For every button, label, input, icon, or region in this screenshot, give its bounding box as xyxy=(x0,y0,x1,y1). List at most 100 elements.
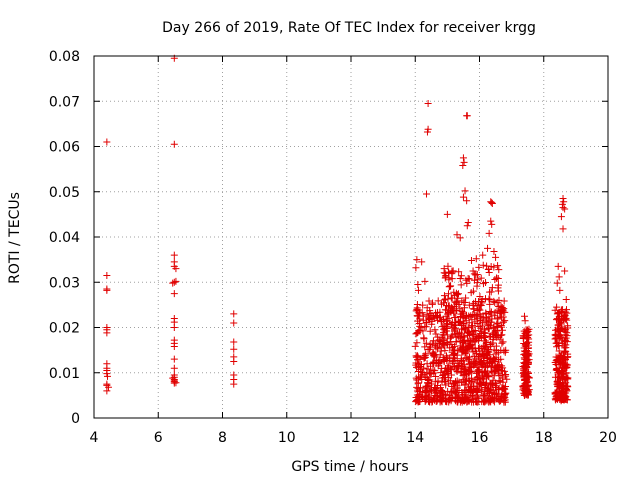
data-point xyxy=(485,269,493,277)
data-point xyxy=(552,393,560,401)
data-point xyxy=(554,371,562,379)
data-point xyxy=(501,308,509,316)
data-point xyxy=(483,262,491,270)
data-point xyxy=(454,393,462,401)
data-point xyxy=(448,331,456,339)
data-point xyxy=(553,279,561,287)
data-point xyxy=(498,385,506,393)
data-point xyxy=(560,385,568,393)
data-point xyxy=(469,348,477,356)
data-point xyxy=(497,392,505,400)
data-point xyxy=(458,344,466,352)
axis-ticks: 4 6 8 10 12 14 16 18 20 0 0.01 0.02 0.03 0.04 0.05 0.06… xyxy=(49,49,617,446)
data-point xyxy=(493,382,501,390)
data-point xyxy=(461,187,469,195)
data-point xyxy=(522,343,530,351)
data-point xyxy=(429,313,437,321)
data-point xyxy=(434,297,442,305)
data-point xyxy=(559,354,567,362)
data-point xyxy=(420,364,428,372)
data-point xyxy=(432,309,440,317)
data-point xyxy=(461,314,469,322)
data-point xyxy=(522,376,530,384)
chart-title: Day 266 of 2019, Rate Of TEC Index for r… xyxy=(162,20,536,36)
data-point xyxy=(492,333,500,341)
data-point xyxy=(495,303,503,311)
x-tick-label: 8 xyxy=(218,430,227,446)
data-point xyxy=(445,374,453,382)
data-point xyxy=(503,375,511,383)
data-point xyxy=(103,271,111,279)
data-point xyxy=(415,320,423,328)
data-point xyxy=(462,376,470,384)
data-point xyxy=(419,327,427,335)
data-point xyxy=(444,362,452,370)
data-point xyxy=(457,378,465,386)
data-point xyxy=(430,386,438,394)
data-point xyxy=(476,351,484,359)
data-point xyxy=(491,308,499,316)
data-point xyxy=(524,352,532,360)
data-point xyxy=(413,339,421,347)
data-point xyxy=(472,385,480,393)
data-point xyxy=(554,321,562,329)
data-point xyxy=(416,373,424,381)
data-point xyxy=(560,396,568,404)
data-point xyxy=(520,359,528,367)
data-point xyxy=(423,382,431,390)
data-point xyxy=(415,392,423,400)
data-point xyxy=(471,394,479,402)
data-point xyxy=(432,330,440,338)
data-point xyxy=(483,379,491,387)
data-point xyxy=(556,332,564,340)
data-point xyxy=(473,279,481,287)
data-point xyxy=(423,128,431,136)
data-point xyxy=(418,258,426,266)
data-point xyxy=(475,379,483,387)
data-point xyxy=(423,319,431,327)
data-point xyxy=(460,304,468,312)
data-point xyxy=(432,373,440,381)
data-point xyxy=(417,366,425,374)
data-point xyxy=(553,366,561,374)
data-point xyxy=(450,303,458,311)
data-point xyxy=(522,363,530,371)
x-tick-label: 18 xyxy=(535,430,553,446)
data-point xyxy=(456,337,464,345)
data-point xyxy=(230,310,238,318)
data-point xyxy=(414,361,422,369)
data-point xyxy=(480,345,488,353)
data-point xyxy=(412,264,420,272)
data-point xyxy=(476,306,484,314)
data-point xyxy=(462,393,470,401)
data-point xyxy=(495,377,503,385)
data-point xyxy=(412,397,420,405)
data-point xyxy=(172,277,180,285)
data-point xyxy=(438,300,446,308)
data-point xyxy=(553,303,561,311)
data-point xyxy=(431,326,439,334)
data-point xyxy=(553,339,561,347)
data-point xyxy=(520,312,528,320)
data-point xyxy=(484,244,492,252)
y-tick-label: 0.04 xyxy=(49,230,80,246)
data-point xyxy=(172,265,180,273)
data-point xyxy=(556,394,564,402)
data-point xyxy=(468,323,476,331)
data-point xyxy=(477,297,485,305)
data-point xyxy=(489,376,497,384)
data-point xyxy=(490,263,498,271)
data-point xyxy=(487,217,495,225)
data-point xyxy=(476,317,484,325)
data-point xyxy=(451,298,459,306)
data-point xyxy=(448,388,456,396)
data-point xyxy=(453,231,461,239)
data-point xyxy=(492,353,500,361)
data-point xyxy=(498,339,506,347)
data-point xyxy=(447,333,455,341)
data-point xyxy=(437,317,445,325)
data-point xyxy=(457,310,465,318)
data-point xyxy=(561,344,569,352)
data-point xyxy=(170,251,178,259)
data-point xyxy=(562,326,570,334)
